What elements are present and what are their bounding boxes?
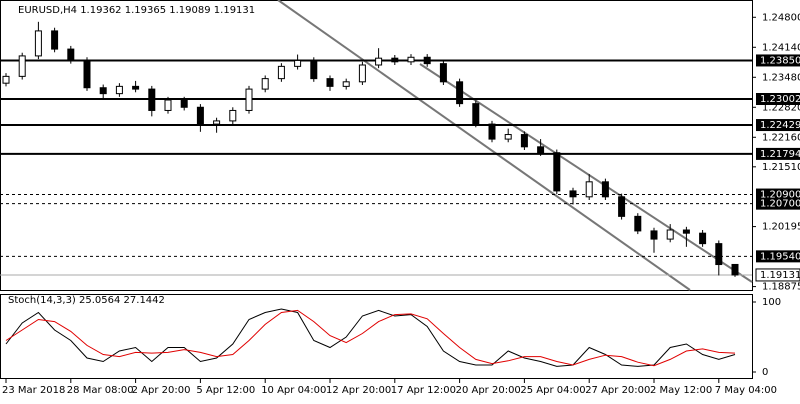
candle-body — [456, 81, 464, 105]
candle-body — [666, 229, 674, 240]
candle-body — [358, 64, 366, 83]
candle-body — [391, 57, 399, 63]
candle-body — [164, 99, 172, 111]
level-label: 1.20700 — [760, 199, 800, 210]
candle-body — [2, 75, 10, 84]
candle-body — [132, 85, 140, 90]
candle-body — [326, 78, 334, 87]
candle-body — [520, 134, 528, 148]
y-tick-label: 1.24800 — [762, 12, 800, 23]
x-tick-label: 25 Apr 04:00 — [520, 385, 585, 396]
candle-body — [277, 65, 285, 80]
x-tick-label: 10 Apr 04:00 — [261, 385, 326, 396]
candle-body — [650, 230, 658, 240]
x-tick-label: 2 Apr 20:00 — [132, 385, 191, 396]
candle-body — [618, 196, 626, 217]
level-label-box — [756, 119, 800, 132]
candle-body — [99, 87, 107, 95]
candle-body — [261, 78, 269, 90]
candle-body — [310, 59, 318, 80]
candle-body — [407, 56, 415, 63]
last-price-label: 1.19131 — [760, 270, 800, 281]
candle-body — [569, 190, 577, 198]
level-label-box — [756, 54, 800, 67]
stoch-line — [5, 308, 736, 367]
candle-body — [51, 30, 59, 50]
level-label-box — [756, 147, 800, 160]
x-tick-label: 17 Apr 12:00 — [391, 385, 456, 396]
candle-body — [83, 59, 91, 89]
x-tick-label: 27 Apr 20:00 — [585, 385, 650, 396]
candle-body — [148, 88, 156, 111]
candle-body — [439, 63, 447, 83]
candle-body — [731, 263, 739, 276]
channel-line — [277, 0, 691, 291]
x-tick-label: 12 Apr 20:00 — [326, 385, 391, 396]
candle-body — [715, 243, 723, 266]
last-price-box — [755, 268, 800, 282]
indicator-title: Stoch(14,3,3) 25.0564 27.1442 — [8, 295, 165, 306]
y-tick-label: 1.22820 — [762, 102, 800, 113]
y-tick-label: 100 — [762, 297, 781, 308]
level-label: 1.23850 — [760, 55, 800, 66]
candle-body — [488, 123, 496, 140]
x-tick-label: 28 Mar 08:00 — [67, 385, 134, 396]
x-tick-label: 5 Apr 12:00 — [196, 385, 255, 396]
level-label: 1.21794 — [760, 149, 800, 160]
candle-body — [196, 106, 204, 125]
x-tick-label: 2 May 12:00 — [650, 385, 712, 396]
candle-body — [699, 232, 707, 245]
level-label: 1.22429 — [760, 120, 800, 131]
level-label-box — [756, 93, 800, 105]
candle-body — [601, 181, 609, 198]
candle-body — [67, 48, 75, 61]
candle-body — [472, 103, 480, 125]
candle-body — [537, 146, 545, 154]
x-tick-label: 20 Apr 20:00 — [456, 385, 521, 396]
candle-body — [342, 81, 350, 87]
candle-body — [375, 57, 383, 66]
candle-body — [213, 120, 221, 125]
candle-body — [634, 215, 642, 232]
candle-body — [229, 109, 237, 122]
x-tick-label: 7 May 04:00 — [715, 385, 777, 396]
y-tick-label: 1.24140 — [762, 42, 800, 53]
candle-body — [585, 181, 593, 198]
stoch-frame — [0, 294, 753, 379]
y-tick-label: 1.23480 — [762, 72, 800, 83]
candle-body — [294, 59, 302, 67]
candle-body — [34, 30, 42, 57]
x-tick-label: 23 Mar 2018 — [2, 385, 65, 396]
channel-line — [419, 63, 753, 283]
candle-body — [504, 134, 512, 140]
candle-body — [553, 152, 561, 192]
y-tick-label: 1.20195 — [762, 222, 800, 233]
level-label: 1.20900 — [760, 190, 800, 201]
candle-body — [18, 55, 26, 77]
level-label-box — [756, 250, 800, 263]
level-label: 1.23002 — [760, 94, 800, 105]
candle-body — [180, 99, 188, 108]
candle-body — [245, 88, 253, 111]
candle-body — [115, 85, 123, 95]
level-label-box — [756, 197, 800, 210]
level-label: 1.19540 — [760, 251, 800, 262]
y-tick-label: 1.18875 — [762, 282, 800, 293]
level-label-box — [756, 188, 800, 201]
chart-title: EURUSD,H4 1.19362 1.19365 1.19089 1.1913… — [18, 5, 255, 16]
y-tick-label: 0 — [762, 367, 768, 378]
y-tick-label: 1.21510 — [762, 162, 800, 173]
y-tick-label: 1.22160 — [762, 132, 800, 143]
candle-body — [423, 56, 431, 65]
stoch-line — [5, 309, 736, 367]
candle-body — [682, 229, 690, 234]
main-frame — [0, 0, 753, 291]
